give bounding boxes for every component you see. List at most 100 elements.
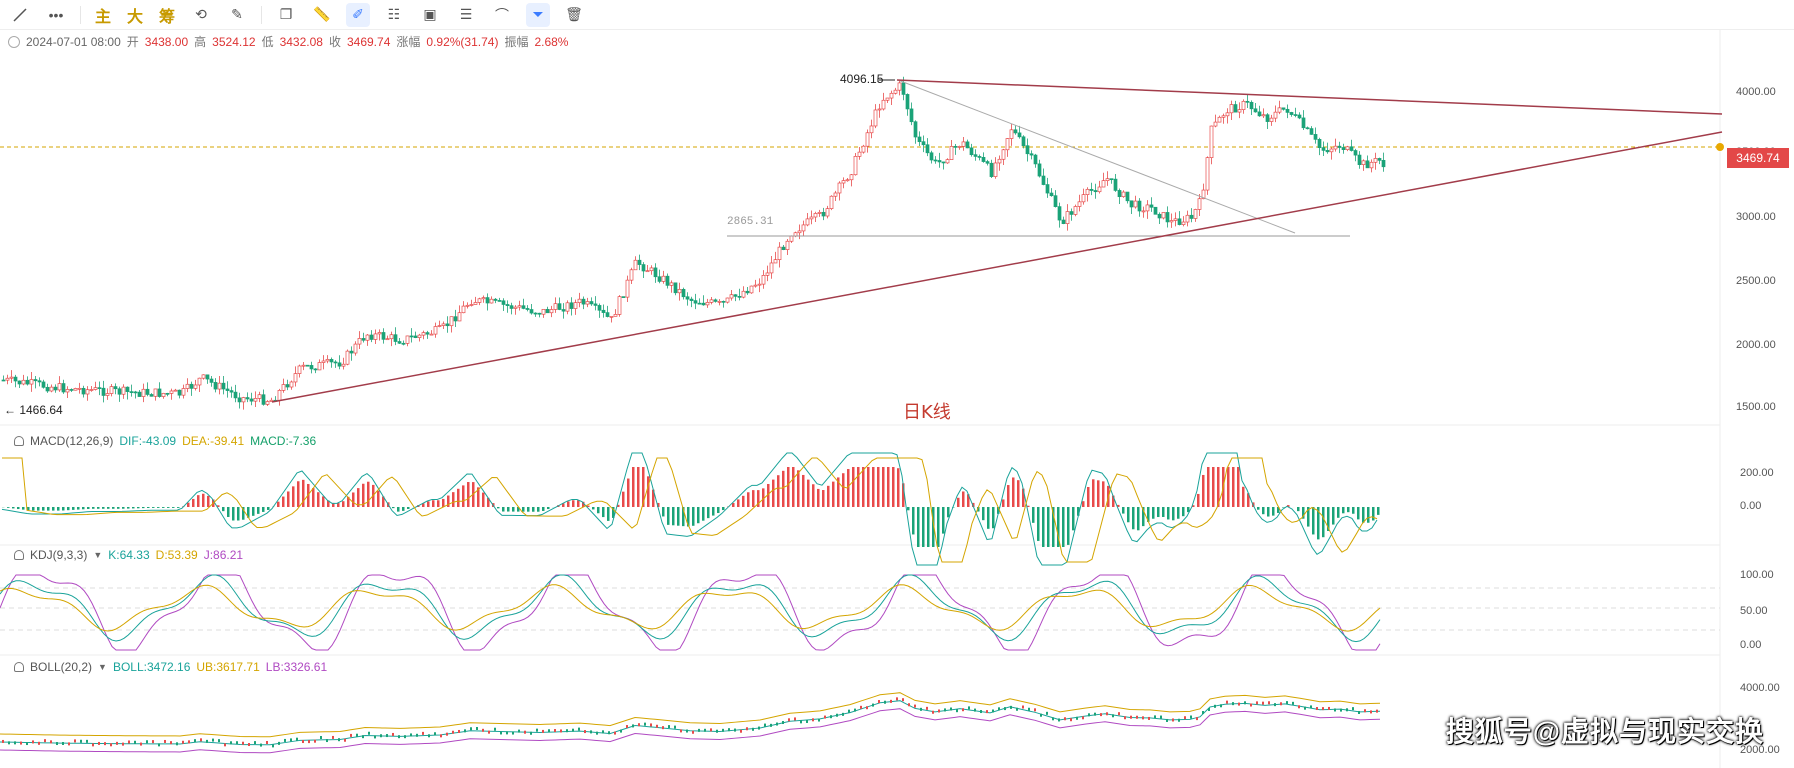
- drawing-icon[interactable]: ✎: [231, 6, 243, 22]
- more-icon[interactable]: •••: [48, 6, 64, 23]
- candle-body: [1173, 218, 1178, 221]
- boll-candle: [152, 740, 154, 744]
- candle-body: [705, 302, 710, 306]
- macd-bar: [507, 507, 510, 512]
- macd-bar: [1217, 467, 1220, 507]
- macd-bar: [462, 485, 465, 507]
- macd-bar: [92, 507, 95, 509]
- candle-body: [17, 380, 22, 385]
- candle-body: [733, 294, 738, 297]
- note-icon[interactable]: ☰: [459, 6, 473, 22]
- ruler-icon[interactable]: 📏: [313, 6, 331, 22]
- chevron-down-icon[interactable]: ▼: [98, 662, 107, 672]
- macd-bar: [42, 507, 45, 511]
- macd-bar: [1312, 507, 1315, 535]
- boll-label[interactable]: BOLL(20,2): [30, 660, 93, 674]
- macd-bar: [1007, 485, 1010, 507]
- macd-bar: [207, 495, 210, 507]
- boll-candle: [1214, 704, 1216, 708]
- kdj-label[interactable]: KDJ(9,3,3): [30, 548, 88, 562]
- macd-bar: [177, 507, 180, 508]
- chevron-down-icon[interactable]: ▼: [93, 550, 103, 560]
- lower-trendline[interactable]: [271, 131, 1723, 403]
- macd-label[interactable]: MACD(12,26,9): [30, 434, 114, 448]
- boll-candle: [1136, 715, 1138, 719]
- boll-candle: [536, 728, 538, 732]
- macd-bar: [277, 501, 280, 507]
- boll-series: [0, 692, 1381, 754]
- candle-body: [1293, 114, 1298, 116]
- visibility-icon[interactable]: [8, 35, 20, 48]
- macd-bar: [717, 507, 720, 514]
- macd-bar: [17, 507, 20, 510]
- upper-trendline[interactable]: [896, 79, 1723, 115]
- macd-bar: [927, 507, 930, 547]
- trash-icon[interactable]: 🗑: [565, 6, 583, 22]
- pen-icon[interactable]: ✐: [346, 2, 371, 27]
- macd-bar: [1117, 504, 1120, 507]
- boll-candle: [1046, 711, 1048, 715]
- candle-body: [817, 211, 822, 214]
- macd-bar: [692, 507, 695, 526]
- macd-bar: [1082, 501, 1085, 507]
- candle-body: [1277, 107, 1282, 113]
- candle-body: [1229, 104, 1234, 114]
- boll-candle: [1052, 717, 1054, 721]
- candle-body: [929, 152, 934, 161]
- candle-body: [365, 334, 370, 341]
- boll-candle: [458, 729, 460, 733]
- macd-bar: [1372, 507, 1375, 521]
- macd-bar: [242, 507, 245, 520]
- layout-icon[interactable]: ▣: [423, 6, 437, 22]
- macd-bar: [1012, 477, 1015, 507]
- replay-icon[interactable]: ⟲: [195, 6, 207, 22]
- boll-candle: [998, 707, 1000, 711]
- alert-bell-icon[interactable]: [14, 662, 24, 672]
- candle-body: [1217, 116, 1222, 123]
- trend-line-icon[interactable]: [8, 3, 32, 27]
- boll-candle: [650, 723, 652, 727]
- boll-candle: [980, 710, 982, 714]
- macd-bar: [1302, 507, 1305, 519]
- boll-y-tick: 4000.00: [1740, 682, 1780, 694]
- copy-icon[interactable]: ❐: [279, 6, 293, 22]
- descending-trendline[interactable]: [897, 79, 1296, 234]
- candle-body: [681, 288, 686, 298]
- macd-bar: [532, 507, 535, 512]
- candle-body: [673, 282, 678, 294]
- candle-body: [569, 302, 574, 309]
- candle-body: [1085, 188, 1090, 195]
- candle-type-icon[interactable]: ☷: [387, 6, 401, 22]
- candle-body: [853, 156, 858, 176]
- alert-bell-icon[interactable]: [14, 550, 24, 560]
- candle-body: [809, 216, 814, 220]
- boll-candle: [32, 740, 34, 744]
- candle-body: [1373, 158, 1378, 163]
- magnet-icon[interactable]: ⌒: [495, 6, 510, 23]
- macd-bar: [32, 507, 35, 511]
- high-value: 3524.12: [212, 34, 256, 49]
- big-order-button[interactable]: 大: [127, 8, 144, 26]
- candle-body: [1177, 218, 1182, 225]
- boll-candle: [416, 733, 418, 737]
- boll-candle: [554, 729, 556, 733]
- candle-body: [309, 365, 314, 370]
- boll-candle: [662, 726, 664, 730]
- macd-bar: [1137, 507, 1140, 531]
- candle-body: [1057, 206, 1062, 221]
- candle-body: [77, 387, 82, 390]
- macd-bar: [642, 467, 645, 507]
- chips-button[interactable]: 筹: [159, 8, 176, 26]
- macd-bar: [757, 490, 760, 507]
- candle-body: [873, 109, 878, 127]
- macd-bar: [1072, 507, 1075, 531]
- candle-body: [101, 387, 106, 396]
- alert-bell-icon[interactable]: [14, 436, 24, 446]
- candle-body: [197, 377, 202, 386]
- macd-bar: [667, 507, 670, 525]
- candle-body: [525, 308, 530, 310]
- macd-bar: [172, 507, 175, 508]
- filter-icon[interactable]: ⏷: [526, 2, 551, 27]
- main-force-button[interactable]: 主: [95, 8, 112, 26]
